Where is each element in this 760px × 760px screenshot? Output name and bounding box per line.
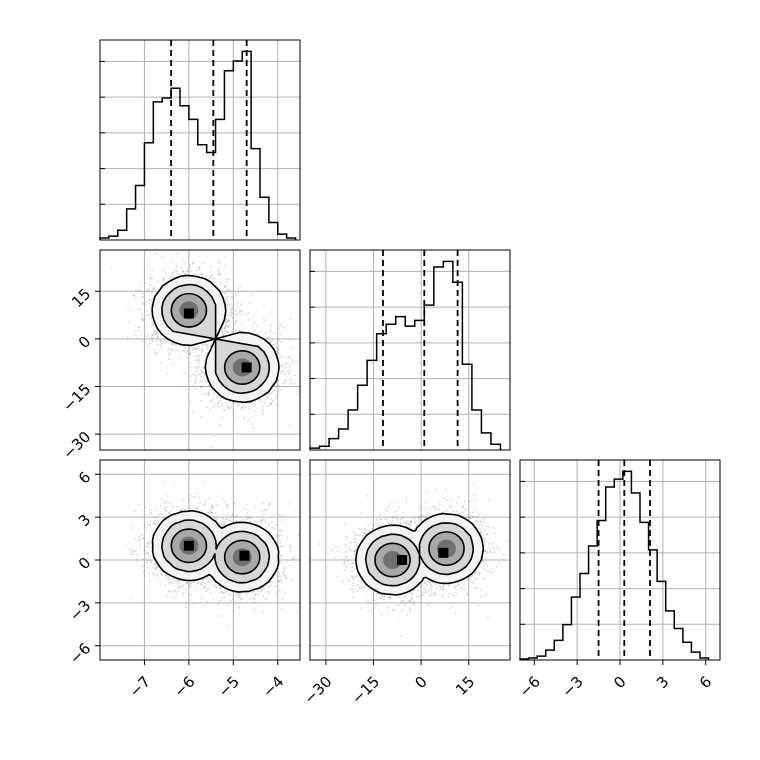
y-tick-label: 3 bbox=[75, 511, 94, 530]
x-tick-label: 0 bbox=[610, 673, 629, 692]
x-tick-label: −3 bbox=[558, 673, 586, 701]
y-tick-label: −30 bbox=[59, 428, 94, 463]
hist-panel-0 bbox=[99, 39, 301, 241]
contour-0 bbox=[354, 512, 485, 596]
x-tick-label: −5 bbox=[215, 673, 243, 701]
hist-panel-2 bbox=[519, 459, 721, 661]
density-peak bbox=[438, 547, 449, 558]
density-peak bbox=[183, 308, 194, 319]
contour-0 bbox=[151, 274, 280, 404]
hist-panel-1 bbox=[309, 249, 511, 451]
contour-inner bbox=[170, 528, 208, 564]
density-peak bbox=[183, 540, 194, 551]
contour-inner bbox=[374, 542, 411, 578]
y-tick-label: 15 bbox=[68, 285, 94, 311]
hist-grid-2 bbox=[520, 460, 720, 660]
y-tick-label: −3 bbox=[66, 596, 94, 624]
density-peak bbox=[241, 362, 252, 373]
x-tick-label: 6 bbox=[696, 673, 715, 692]
x-tick-label: −30 bbox=[300, 673, 335, 708]
x-tick-label: −4 bbox=[259, 673, 287, 701]
contour-inner bbox=[223, 349, 261, 385]
hist-grid-0 bbox=[100, 40, 300, 240]
hist-grid-1 bbox=[310, 250, 510, 450]
x-tick-label: −7 bbox=[126, 673, 154, 701]
y-tick-label: −6 bbox=[66, 639, 94, 667]
scatter-area bbox=[310, 460, 510, 660]
histogram-2 bbox=[519, 470, 710, 660]
panel-frame bbox=[99, 39, 301, 241]
scatter-panel-0 bbox=[99, 249, 301, 451]
x-tick-label: −15 bbox=[348, 673, 383, 708]
y-tick-label: 6 bbox=[75, 468, 94, 487]
y-tick-label: 0 bbox=[75, 333, 94, 352]
density-peak bbox=[397, 555, 408, 565]
x-tick-label: 15 bbox=[452, 673, 478, 699]
x-tick-label: −6 bbox=[170, 673, 198, 701]
contour-1 bbox=[161, 283, 271, 395]
contour-1 bbox=[364, 522, 475, 587]
density-layer bbox=[152, 510, 279, 593]
scatter-panel-2 bbox=[309, 459, 511, 661]
x-tick-label: 3 bbox=[653, 673, 672, 692]
x-tick-label: 0 bbox=[411, 673, 430, 692]
panel-frame bbox=[309, 249, 511, 451]
contour-0 bbox=[151, 509, 280, 593]
x-tick-label: −6 bbox=[516, 673, 544, 701]
panel-frame bbox=[99, 249, 301, 451]
y-tick-label: 0 bbox=[75, 554, 94, 573]
panel-frame bbox=[309, 459, 511, 661]
scatter-area bbox=[100, 460, 300, 660]
contour-inner bbox=[223, 539, 261, 575]
contour-1 bbox=[160, 519, 271, 584]
scatter-panel-1 bbox=[99, 459, 301, 661]
histogram-1 bbox=[309, 260, 502, 450]
contour-inner bbox=[428, 531, 465, 567]
density-peak bbox=[239, 550, 250, 561]
contour-inner bbox=[170, 292, 208, 328]
histogram-0 bbox=[99, 50, 297, 240]
scatter-area bbox=[100, 250, 300, 450]
y-tick-label: −15 bbox=[59, 380, 94, 415]
